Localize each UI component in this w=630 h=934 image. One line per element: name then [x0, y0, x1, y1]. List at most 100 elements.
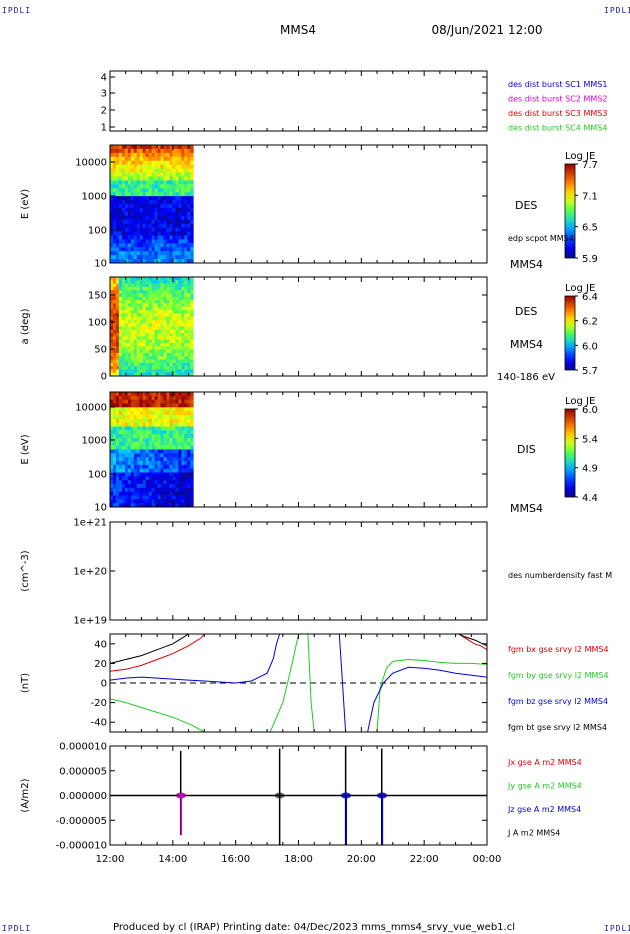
heatmap-cell: [169, 366, 173, 370]
heatmap-cell: [139, 310, 144, 314]
heatmap-cell: [139, 303, 144, 308]
heatmap-cell: [133, 333, 138, 337]
heatmap-cell: [118, 156, 123, 162]
heatmap-cell: [142, 476, 147, 481]
heatmap-cell: [169, 399, 173, 404]
heatmap-cell: [169, 336, 173, 341]
heatmap-cell: [190, 192, 194, 197]
heatmap-cell: [160, 148, 164, 154]
heatmap-cell: [181, 392, 185, 397]
heatmap-cell: [169, 457, 173, 462]
heatmap-cell: [190, 277, 194, 281]
heatmap-cell: [148, 430, 153, 435]
heatmap-cell: [148, 156, 153, 162]
heatmap-cell: [187, 286, 191, 291]
heatmap-cell: [110, 372, 114, 376]
heatmap-cell: [121, 255, 126, 260]
heatmap-cell: [187, 418, 191, 424]
y-tick-label: 1: [101, 123, 107, 134]
heatmap-cell: [151, 336, 155, 341]
colorbar-tick-label: 6.0: [582, 341, 598, 352]
y-tick-label: 1000: [82, 192, 107, 203]
heatmap-cell: [163, 336, 167, 341]
heatmap-cell: [112, 247, 117, 252]
heatmap-cell: [148, 310, 153, 314]
heatmap-cell: [157, 211, 161, 217]
heatmap-cell: [157, 356, 161, 360]
heatmap-cell: [142, 352, 147, 357]
heatmap-cell: [181, 349, 185, 354]
heatmap-cell: [190, 255, 194, 260]
heatmap-cell: [130, 168, 135, 173]
heatmap-cell: [166, 319, 170, 324]
heatmap-cell: [184, 290, 188, 294]
heatmap-cell: [157, 223, 161, 228]
heatmap-cell: [115, 343, 120, 347]
y-tick-label: 40: [94, 639, 107, 650]
heatmap-cell: [172, 349, 176, 354]
heatmap-cell: [190, 319, 194, 324]
heatmap-cell: [133, 480, 138, 485]
heatmap-cell: [181, 255, 185, 260]
heatmap-cell: [133, 491, 138, 496]
y-axis-label: E (eV): [20, 189, 31, 219]
heatmap-cell: [124, 306, 129, 311]
heatmap-cell: [184, 215, 188, 221]
heatmap-cell: [166, 333, 170, 337]
heatmap-cell: [178, 503, 182, 507]
heatmap-cell: [187, 403, 191, 408]
heatmap-cell: [133, 196, 138, 201]
heatmap-cell: [163, 310, 167, 314]
heatmap-cell: [190, 219, 194, 225]
heatmap-cell: [118, 219, 123, 225]
heatmap-cell: [154, 176, 158, 181]
heatmap-cell: [169, 290, 173, 294]
heatmap-cell: [154, 472, 158, 477]
heatmap-cell: [115, 319, 120, 324]
heatmap-cell: [142, 277, 147, 281]
heatmap-cell: [139, 180, 144, 185]
heatmap-cell: [190, 180, 194, 185]
heatmap-cell: [160, 484, 164, 489]
heatmap-cell: [154, 438, 158, 443]
heatmap-cell: [166, 255, 170, 260]
heatmap-cell: [118, 188, 123, 193]
heatmap-cell: [127, 255, 132, 260]
heatmap-cell: [175, 211, 179, 217]
heatmap-cell: [166, 418, 170, 424]
heatmap-cell: [110, 449, 114, 454]
heatmap-cell: [112, 277, 117, 281]
heatmap-cell: [184, 422, 188, 427]
heatmap-cell: [160, 219, 164, 225]
heatmap-cell: [110, 415, 114, 420]
heatmap-cell: [136, 227, 141, 232]
heatmap-cell: [142, 480, 147, 485]
heatmap-cell: [145, 168, 150, 173]
heatmap-cell: [133, 306, 138, 311]
heatmap-cell: [151, 204, 155, 209]
heatmap-cell: [172, 247, 176, 252]
heatmap-cell: [121, 251, 126, 256]
heatmap-cell: [175, 243, 179, 248]
heatmap-cell: [172, 438, 176, 443]
heatmap-cell: [145, 239, 150, 244]
heatmap-cell: [151, 362, 155, 367]
heatmap-cell: [166, 434, 170, 439]
heatmap-cell: [139, 369, 144, 374]
heatmap-cell: [121, 499, 126, 504]
heatmap-cell: [169, 156, 173, 162]
heatmap-cell: [175, 172, 179, 177]
heatmap-cell: [110, 349, 114, 354]
heatmap-cell: [136, 286, 141, 291]
heatmap-cell: [151, 480, 155, 485]
heatmap-cell: [136, 366, 141, 370]
heatmap-cell: [154, 464, 158, 470]
heatmap-cell: [148, 196, 153, 201]
heatmap-cell: [169, 326, 173, 331]
heatmap-cell: [118, 372, 123, 376]
heatmap-cell: [169, 323, 173, 327]
heatmap-cell: [154, 336, 158, 341]
heatmap-cell: [118, 476, 123, 481]
heatmap-cell: [133, 407, 138, 412]
heatmap-cell: [187, 434, 191, 439]
